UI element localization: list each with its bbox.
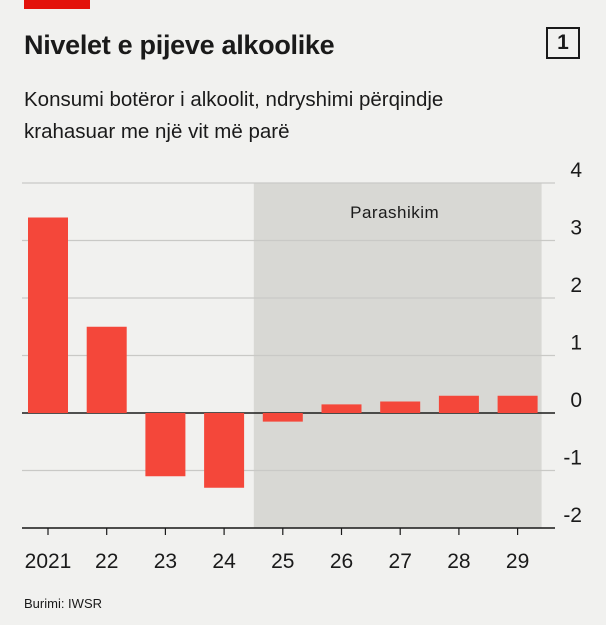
forecast-label: Parashikim [350, 203, 439, 222]
bar [86, 326, 127, 413]
y-tick-label: -1 [563, 447, 582, 470]
x-tick-label: 26 [330, 550, 353, 573]
chart-subtitle: Konsumi botëror i alkoolit, ndryshimi pë… [24, 84, 544, 148]
bar [262, 413, 303, 422]
bar-chart: Parashikim 4 3 2 1 0 -1 -2 2021 22 23 24 25 26 27 28 29 [22, 159, 582, 573]
y-tick-label: 4 [570, 159, 582, 182]
source-note: Burimi: IWSR [24, 596, 102, 611]
subtitle-line-2: krahasuar me një vit më parë [24, 120, 290, 143]
accent-bar [24, 0, 90, 9]
chart-title: Nivelet e pijeve alkoolike [24, 30, 335, 60]
bar [204, 413, 245, 488]
subtitle-line-1: Konsumi botëror i alkoolit, ndryshimi pë… [24, 88, 444, 111]
bar [28, 217, 68, 413]
x-tick-label: 2021 [25, 550, 72, 573]
y-tick-label: 2 [570, 274, 582, 297]
bar [438, 395, 479, 413]
x-tick-label: 27 [389, 550, 412, 573]
y-tick-label: 0 [570, 389, 582, 412]
figure-number-badge: 1 [546, 27, 580, 59]
x-tick-label: 22 [95, 550, 118, 573]
x-tick-label: 29 [506, 550, 529, 573]
y-tick-label: 3 [570, 217, 582, 240]
bar [321, 404, 362, 413]
x-tick-label: 23 [154, 550, 177, 573]
bar [145, 413, 186, 477]
x-tick-label: 25 [271, 550, 294, 573]
bar [497, 395, 538, 413]
bar [380, 401, 421, 413]
x-tick-label: 28 [447, 550, 470, 573]
x-tick-label: 24 [212, 550, 236, 573]
y-tick-label: 1 [570, 332, 582, 355]
y-tick-label: -2 [563, 504, 582, 527]
